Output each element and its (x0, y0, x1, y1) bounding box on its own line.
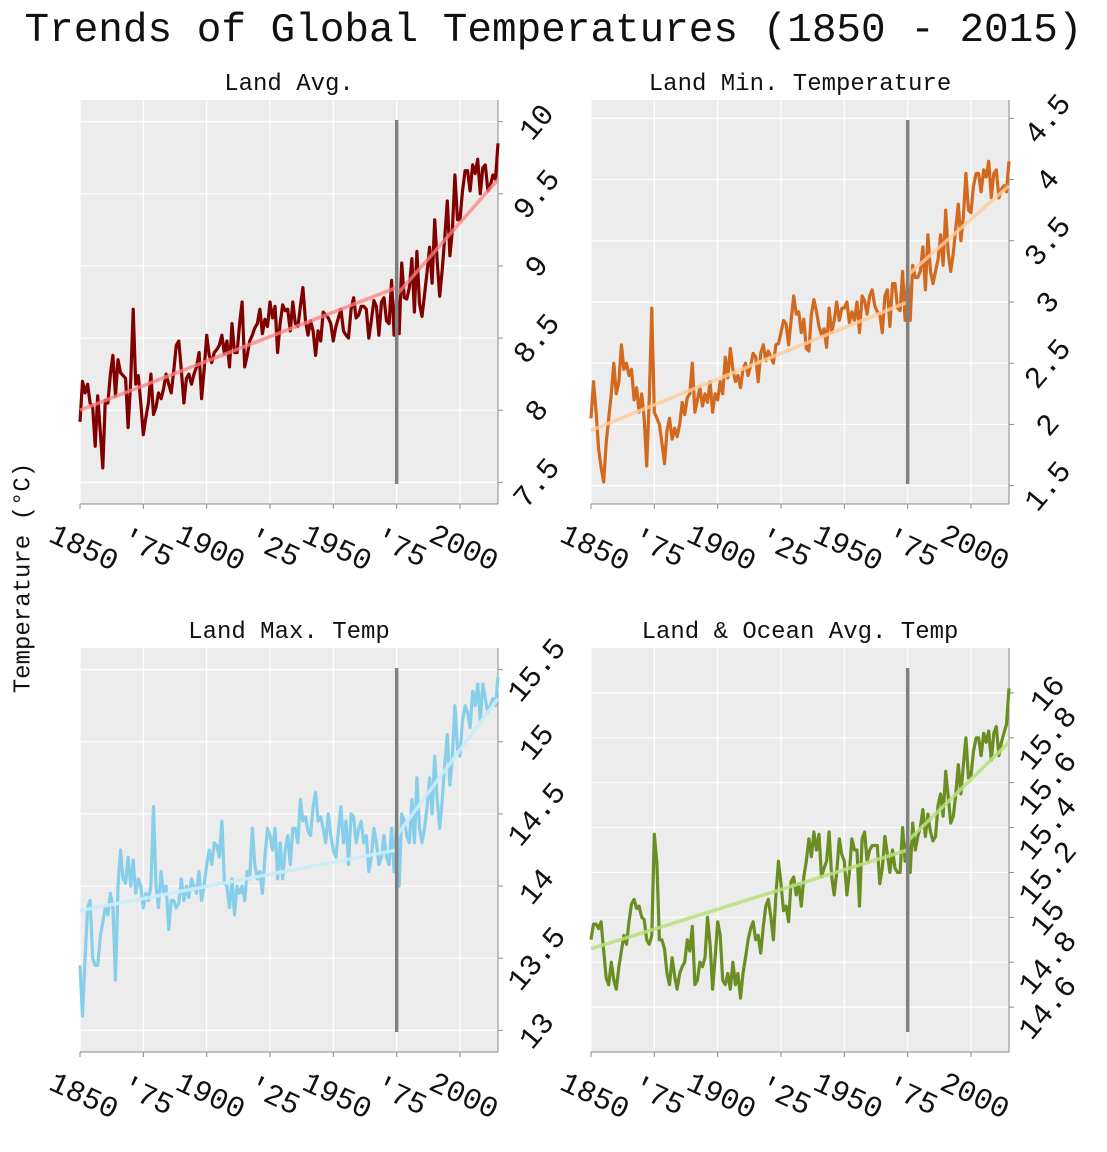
x-tick-label: '75 (626, 1071, 689, 1125)
trend-line (395, 178, 500, 296)
trend-line (395, 697, 500, 837)
x-tick-label: '75 (879, 1071, 942, 1125)
x-tick-label: 1950 (807, 1067, 887, 1128)
y-tick-label: 2 (1031, 409, 1069, 445)
chart-land-min-temperature: Land Min. Temperature1850'751900'251950'… (554, 71, 1080, 580)
trend-line (590, 848, 909, 951)
x-tick-label: 1950 (296, 1067, 376, 1128)
trend-line (906, 184, 1011, 277)
x-tick-label: '75 (368, 1071, 431, 1125)
x-tick-label: 1900 (170, 1067, 250, 1128)
x-tick-label: 1850 (43, 519, 123, 580)
y-tick-label: 1.5 (1019, 456, 1080, 519)
y-tick-label: 4.5 (1019, 89, 1080, 152)
x-tick-label: '75 (626, 523, 689, 577)
figure-title: Trends of Global Temperatures (1850 - 20… (24, 8, 1083, 54)
chart-title-land-max-temp: Land Max. Temp (188, 619, 390, 646)
x-tick-label: 1900 (170, 519, 250, 580)
x-tick-label: 1950 (296, 519, 376, 580)
plot-background (591, 648, 1009, 1052)
x-tick-label: 1900 (681, 1067, 761, 1128)
plot-background (80, 100, 498, 504)
chart-title-land-avg: Land Avg. (224, 71, 354, 98)
series-line (589, 688, 1011, 1000)
trend-line (590, 300, 909, 433)
chart-title-land-min-temperature: Land Min. Temperature (649, 71, 951, 98)
y-tick-label: 3 (1030, 286, 1068, 322)
x-tick-label: 2000 (934, 519, 1014, 580)
x-tick-label: 2000 (423, 519, 503, 580)
x-tick-label: '75 (368, 523, 431, 577)
x-tick-label: '75 (115, 523, 178, 577)
x-tick-label: 1850 (554, 519, 634, 580)
trend-line (79, 848, 398, 913)
y-tick-label: 3.5 (1019, 211, 1080, 274)
chart-land-avg: Land Avg.1850'751900'251950'7520007.588.… (43, 71, 569, 580)
x-tick-label: 1850 (554, 1067, 634, 1128)
x-tick-label: 1850 (43, 1067, 123, 1128)
chart-title-land-ocean-avg-temp: Land & Ocean Avg. Temp (642, 619, 959, 646)
trend-line (906, 741, 1011, 843)
y-tick-label: 4 (1030, 164, 1068, 200)
x-tick-label: 1900 (681, 519, 761, 580)
x-tick-label: '25 (752, 1071, 815, 1125)
x-tick-label: '75 (115, 1071, 178, 1125)
x-tick-label: 1950 (807, 519, 887, 580)
y-tick-label: 2.5 (1019, 334, 1080, 397)
x-tick-label: '75 (879, 523, 942, 577)
x-tick-label: '25 (241, 1071, 304, 1125)
chart-land-max-temp: Land Max. Temp1850'751900'251950'7520001… (43, 619, 574, 1128)
x-tick-label: '25 (241, 523, 304, 577)
x-tick-label: 2000 (934, 1067, 1014, 1128)
x-tick-label: '25 (752, 523, 815, 577)
x-tick-label: 2000 (423, 1067, 503, 1128)
chart-land-ocean-avg-temp: Land & Ocean Avg. Temp1850'751900'251950… (554, 619, 1085, 1128)
trend-line (79, 285, 398, 412)
